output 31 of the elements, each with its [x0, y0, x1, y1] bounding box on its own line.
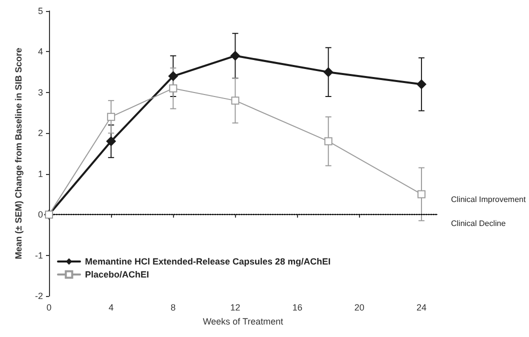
text: Clinical Improvement [451, 195, 526, 204]
y-tick-label: 2 [38, 128, 43, 138]
x-tick-label: 0 [46, 302, 52, 312]
y-tick-label: 4 [38, 46, 43, 57]
y-tick-label: -2 [34, 291, 43, 301]
text: Clinical Decline [451, 219, 506, 228]
x-tick-label: 16 [292, 302, 302, 312]
x-tick-label: 24 [416, 302, 426, 312]
y-tick-label: 5 [38, 6, 43, 16]
point [168, 71, 178, 82]
x-axis-title: Weeks of Treatment [202, 316, 284, 326]
point [416, 79, 426, 90]
point [417, 190, 426, 198]
legend-label: Memantine HCl Extended-Release Capsules 28 mg/AChEI [85, 256, 331, 266]
y-tick-label: 1 [38, 168, 43, 179]
point [230, 50, 240, 61]
point [106, 136, 116, 146]
point [169, 84, 178, 92]
x-tick-label: 8 [170, 302, 176, 312]
x-tick-label: 4 [108, 302, 114, 312]
x-tick-label: 12 [230, 302, 240, 312]
point [324, 137, 332, 146]
point [323, 67, 334, 78]
x-tick-label: 20 [354, 302, 364, 312]
legend-label: Placebo/AChEI [85, 270, 150, 280]
point [231, 96, 240, 105]
y-tick-label: 0 [38, 210, 43, 220]
point [107, 112, 116, 121]
y-axis-title: Mean (± SEM) Change from Baseline in SIB Score [14, 48, 24, 260]
y-tick-label: 3 [38, 87, 43, 98]
y-tick-label: -1 [34, 250, 43, 260]
